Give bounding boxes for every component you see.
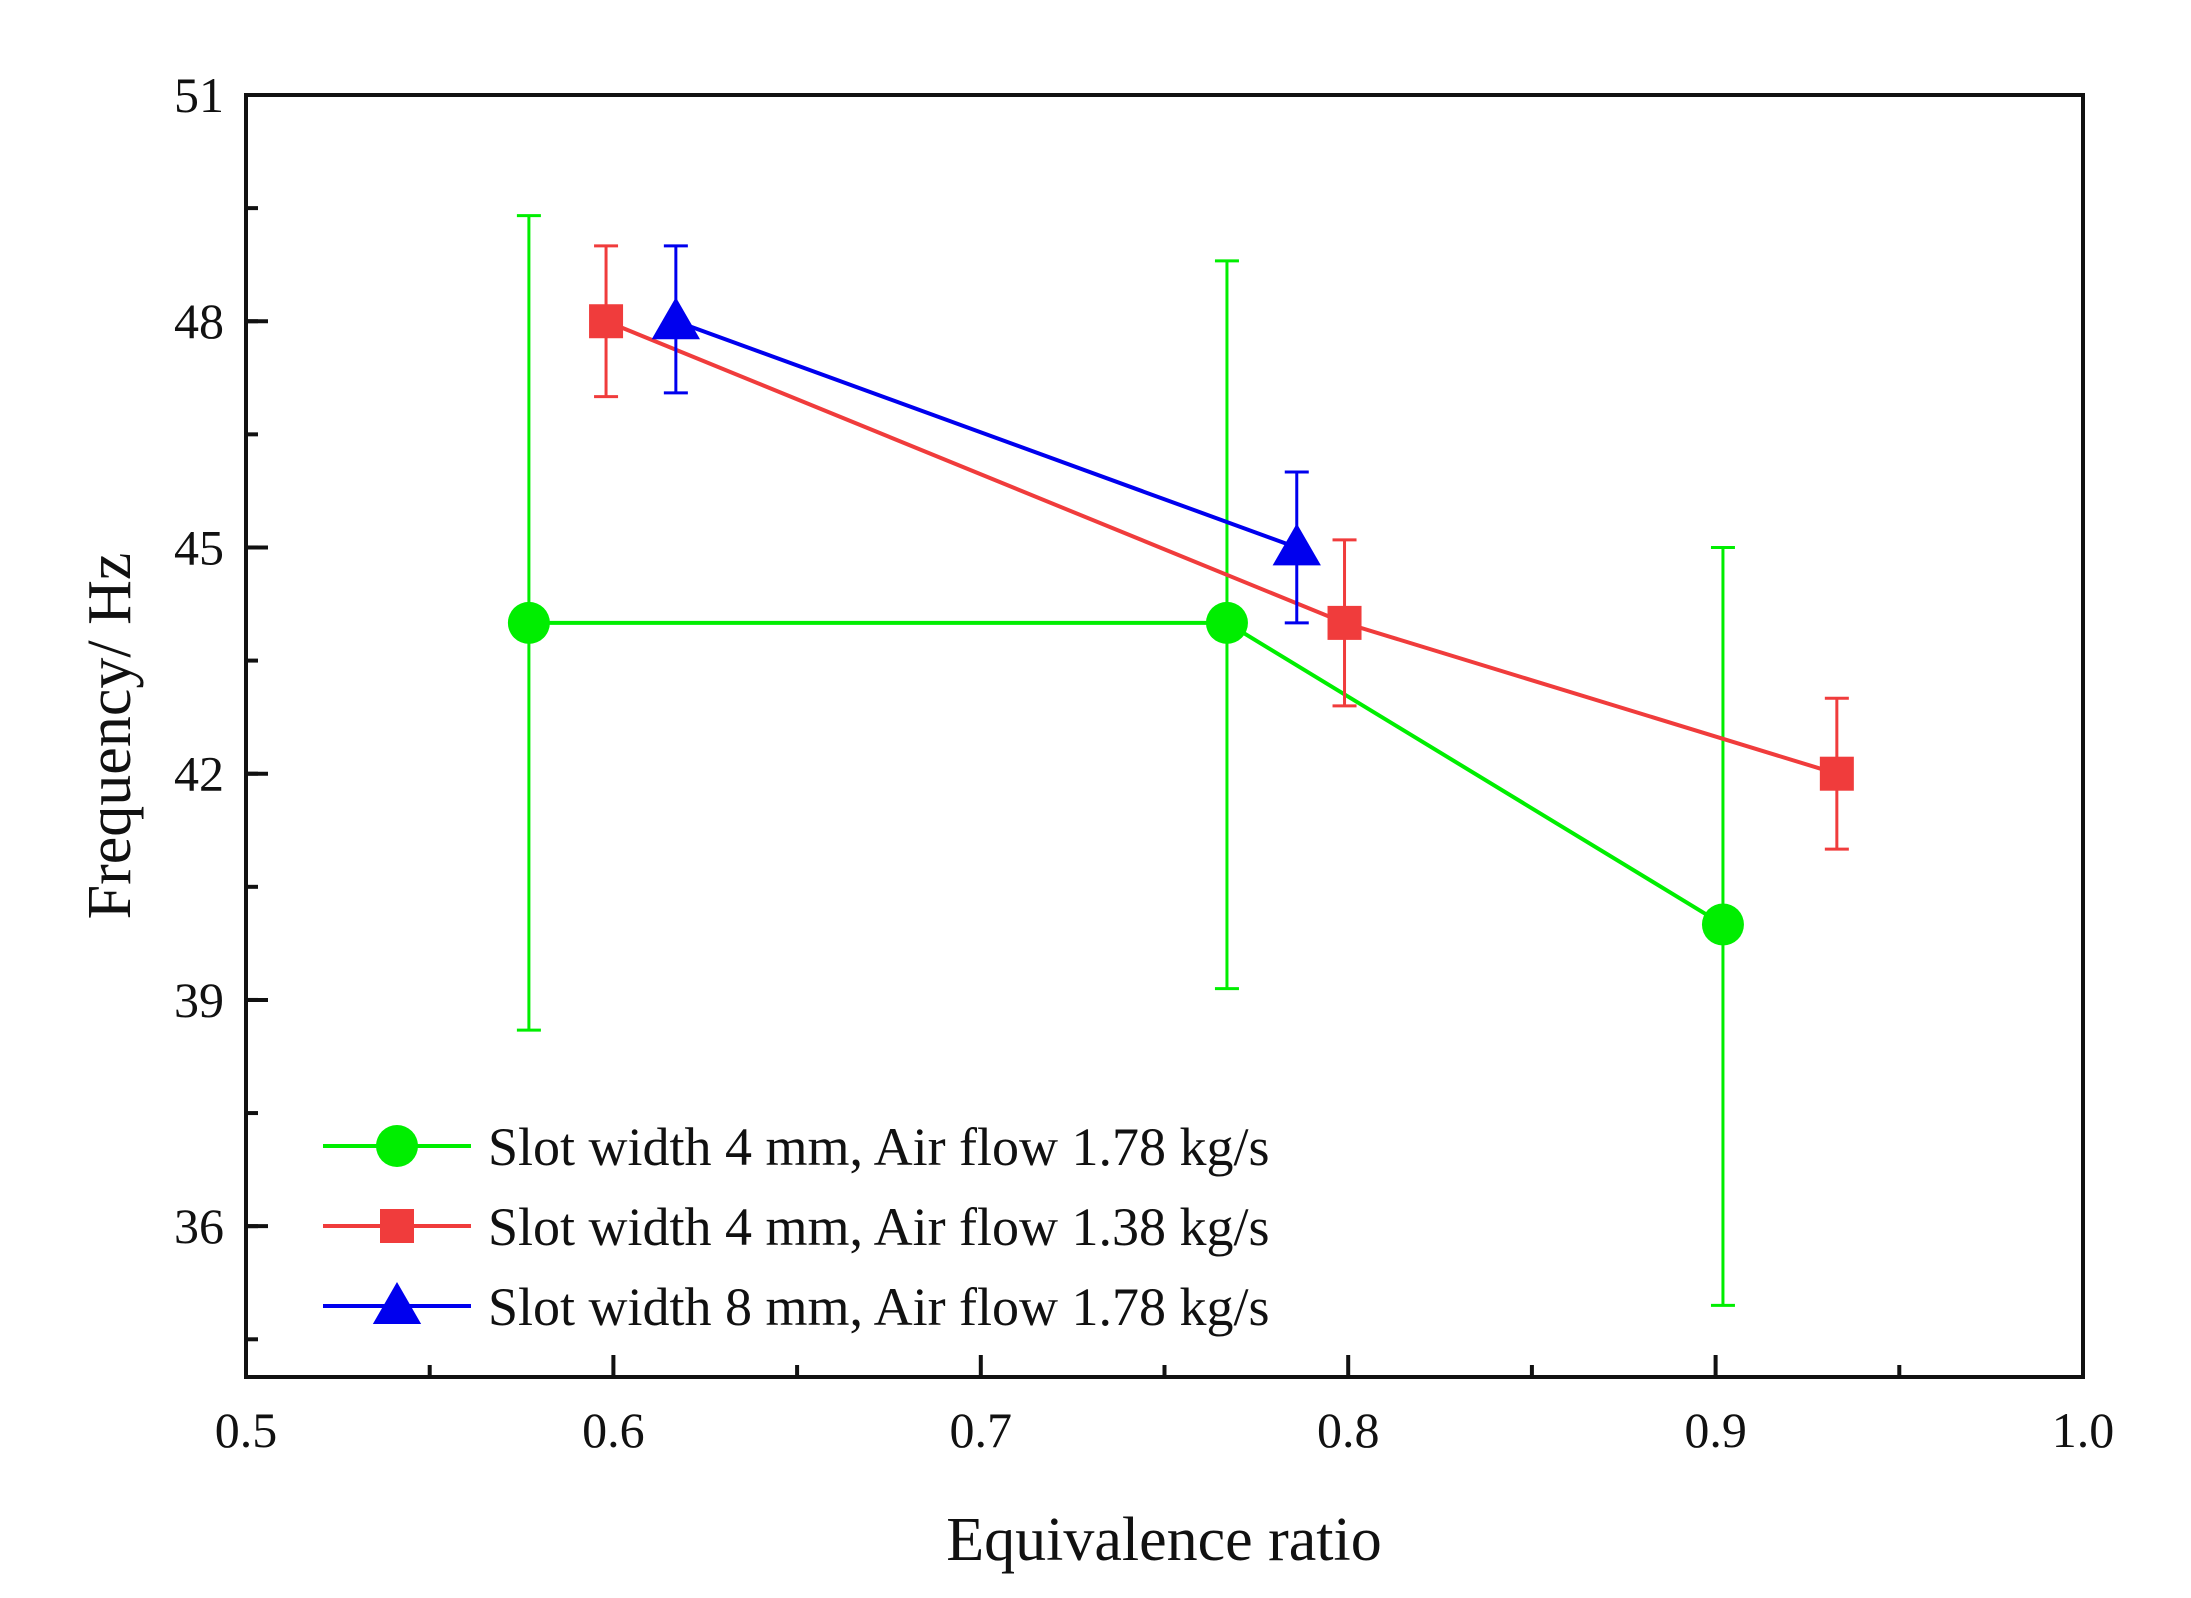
series-2 bbox=[589, 244, 1854, 851]
x-axis: 0.5 0.6 0.7 0.8 0.9 1.0 bbox=[215, 1355, 2115, 1458]
data-point bbox=[1819, 756, 1854, 791]
data-point bbox=[1272, 523, 1321, 566]
data-point bbox=[589, 304, 624, 339]
x-tick-label: 1.0 bbox=[2052, 1402, 2115, 1458]
series-1 bbox=[507, 214, 1744, 1307]
y-tick-label: 45 bbox=[174, 519, 224, 575]
x-axis-title: Equivalence ratio bbox=[946, 1506, 1382, 1574]
legend-marker bbox=[372, 1282, 422, 1324]
x-tick-label: 0.7 bbox=[950, 1402, 1013, 1458]
plot-area bbox=[244, 93, 2085, 1379]
legend-label: Slot width 8 mm, Air flow 1.78 kg/s bbox=[488, 1277, 1270, 1337]
x-tick-label: 0.5 bbox=[215, 1402, 278, 1458]
data-point bbox=[651, 297, 701, 340]
x-tick-label: 0.8 bbox=[1317, 1402, 1380, 1458]
y-tick-label: 51 bbox=[174, 67, 224, 123]
y-tick-label: 39 bbox=[174, 972, 224, 1028]
y-tick-label: 48 bbox=[174, 293, 224, 349]
series-line bbox=[605, 319, 1838, 776]
data-point bbox=[1205, 601, 1248, 644]
legend-marker bbox=[380, 1209, 414, 1243]
legend-label: Slot width 4 mm, Air flow 1.38 kg/s bbox=[488, 1197, 1270, 1257]
data-point bbox=[507, 601, 550, 644]
y-axis: 36 39 42 45 48 51 bbox=[174, 67, 268, 1342]
y-tick-label: 36 bbox=[174, 1198, 224, 1254]
legend-label: Slot width 4 mm, Air flow 1.78 kg/s bbox=[488, 1117, 1270, 1177]
series-line bbox=[528, 620, 1724, 927]
x-tick-label: 0.9 bbox=[1684, 1402, 1747, 1458]
data-point bbox=[1701, 903, 1744, 946]
legend: Slot width 4 mm, Air flow 1.78 kg/s Slot … bbox=[323, 1117, 1270, 1337]
legend-marker bbox=[376, 1125, 418, 1167]
series-3 bbox=[651, 244, 1321, 625]
series-layer bbox=[507, 214, 1854, 1307]
y-axis-title: Frequency/ Hz bbox=[76, 553, 144, 920]
x-tick-label: 0.6 bbox=[582, 1402, 645, 1458]
data-point bbox=[1327, 605, 1362, 640]
y-tick-label: 42 bbox=[174, 746, 224, 802]
series-line bbox=[675, 319, 1298, 550]
